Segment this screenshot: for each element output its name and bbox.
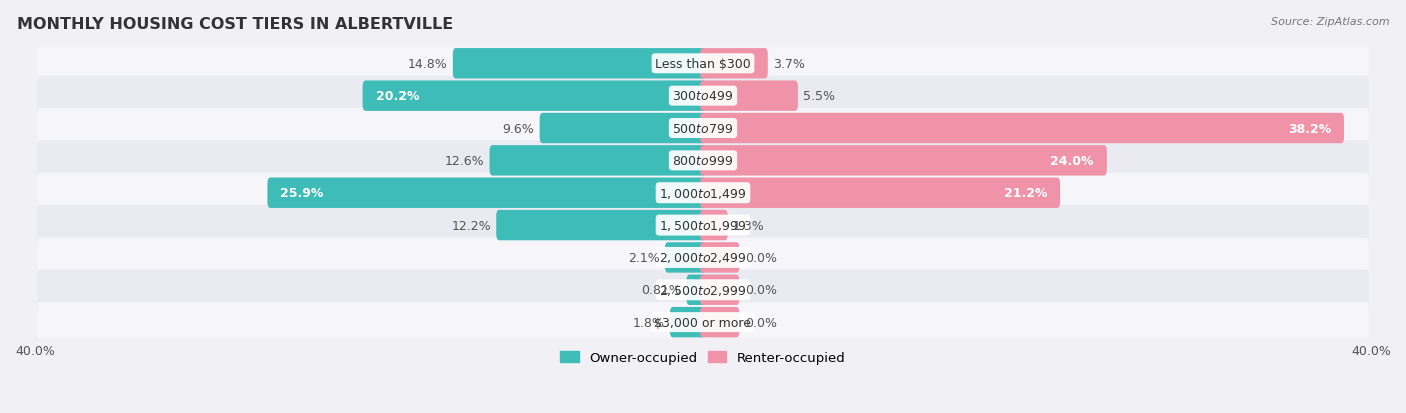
Text: 14.8%: 14.8% xyxy=(408,58,447,71)
Text: $2,000 to $2,499: $2,000 to $2,499 xyxy=(659,251,747,265)
FancyBboxPatch shape xyxy=(669,307,706,337)
FancyBboxPatch shape xyxy=(38,206,1368,246)
FancyBboxPatch shape xyxy=(700,49,768,79)
Text: 5.5%: 5.5% xyxy=(803,90,835,103)
Text: 1.3%: 1.3% xyxy=(733,219,765,232)
Text: $500 to $799: $500 to $799 xyxy=(672,122,734,135)
Text: 0.81%: 0.81% xyxy=(641,284,681,297)
Text: 24.0%: 24.0% xyxy=(1050,154,1094,167)
Text: 0.0%: 0.0% xyxy=(745,316,776,329)
FancyBboxPatch shape xyxy=(686,275,706,305)
FancyBboxPatch shape xyxy=(38,76,1368,116)
Text: MONTHLY HOUSING COST TIERS IN ALBERTVILLE: MONTHLY HOUSING COST TIERS IN ALBERTVILL… xyxy=(17,17,453,31)
FancyBboxPatch shape xyxy=(38,302,1368,342)
Text: 0.0%: 0.0% xyxy=(745,252,776,264)
Text: $300 to $499: $300 to $499 xyxy=(672,90,734,103)
Text: 0.0%: 0.0% xyxy=(745,284,776,297)
Text: $2,500 to $2,999: $2,500 to $2,999 xyxy=(659,283,747,297)
Text: 9.6%: 9.6% xyxy=(502,122,534,135)
FancyBboxPatch shape xyxy=(700,178,1060,209)
Text: $1,500 to $1,999: $1,500 to $1,999 xyxy=(659,218,747,233)
Text: 38.2%: 38.2% xyxy=(1288,122,1331,135)
Text: 25.9%: 25.9% xyxy=(280,187,323,200)
FancyBboxPatch shape xyxy=(38,173,1368,213)
FancyBboxPatch shape xyxy=(38,141,1368,181)
FancyBboxPatch shape xyxy=(38,44,1368,84)
Text: 2.1%: 2.1% xyxy=(628,252,659,264)
Text: Less than $300: Less than $300 xyxy=(655,58,751,71)
Text: 21.2%: 21.2% xyxy=(1004,187,1047,200)
FancyBboxPatch shape xyxy=(267,178,706,209)
FancyBboxPatch shape xyxy=(453,49,706,79)
FancyBboxPatch shape xyxy=(363,81,706,112)
FancyBboxPatch shape xyxy=(700,307,740,337)
FancyBboxPatch shape xyxy=(540,114,706,144)
Text: 20.2%: 20.2% xyxy=(375,90,419,103)
FancyBboxPatch shape xyxy=(489,146,706,176)
Text: $1,000 to $1,499: $1,000 to $1,499 xyxy=(659,186,747,200)
Text: $800 to $999: $800 to $999 xyxy=(672,154,734,167)
FancyBboxPatch shape xyxy=(700,210,728,241)
Text: 1.8%: 1.8% xyxy=(633,316,665,329)
FancyBboxPatch shape xyxy=(700,81,797,112)
FancyBboxPatch shape xyxy=(496,210,706,241)
FancyBboxPatch shape xyxy=(700,114,1344,144)
FancyBboxPatch shape xyxy=(38,270,1368,310)
Text: 3.7%: 3.7% xyxy=(773,58,806,71)
Text: 12.2%: 12.2% xyxy=(451,219,491,232)
FancyBboxPatch shape xyxy=(700,146,1107,176)
FancyBboxPatch shape xyxy=(38,109,1368,149)
Text: 12.6%: 12.6% xyxy=(444,154,484,167)
Text: Source: ZipAtlas.com: Source: ZipAtlas.com xyxy=(1271,17,1389,26)
FancyBboxPatch shape xyxy=(665,242,706,273)
Legend: Owner-occupied, Renter-occupied: Owner-occupied, Renter-occupied xyxy=(555,346,851,370)
FancyBboxPatch shape xyxy=(700,275,740,305)
FancyBboxPatch shape xyxy=(700,242,740,273)
FancyBboxPatch shape xyxy=(38,238,1368,278)
Text: $3,000 or more: $3,000 or more xyxy=(655,316,751,329)
